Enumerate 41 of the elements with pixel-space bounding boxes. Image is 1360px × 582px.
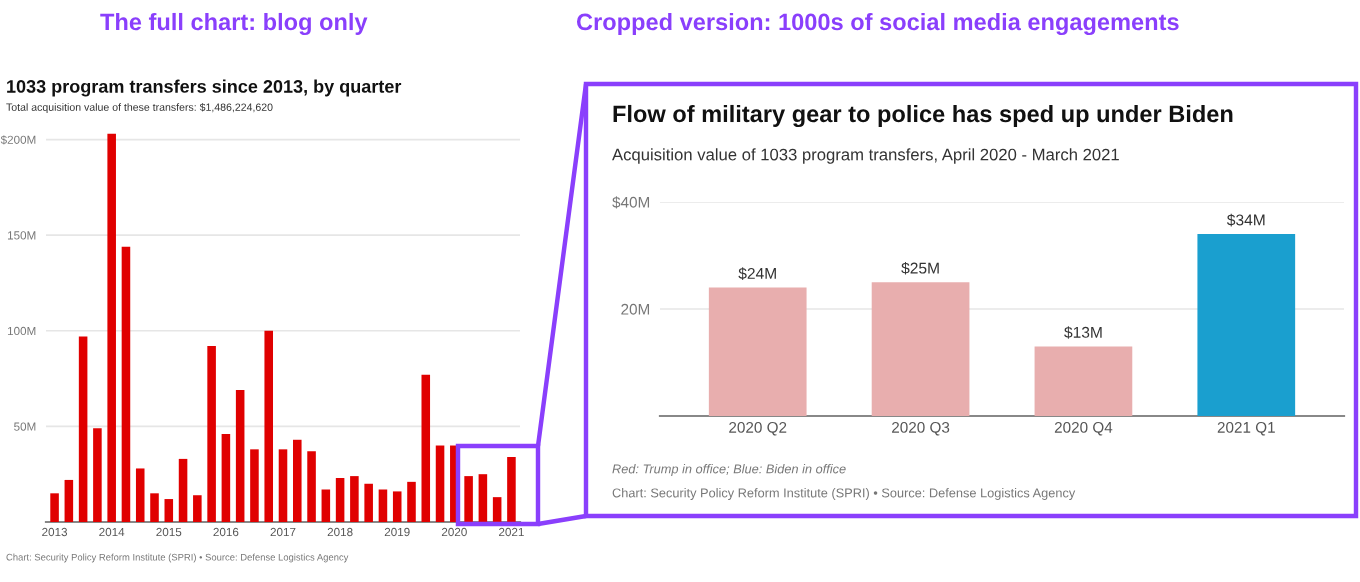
bar (364, 483, 373, 522)
bar (250, 449, 259, 522)
bar (321, 489, 331, 522)
bar (50, 493, 59, 522)
bar (78, 336, 88, 522)
bar (121, 246, 131, 522)
bar (708, 287, 807, 416)
bar (492, 497, 502, 522)
text: The full chart: blog only (100, 12, 368, 36)
chart-title: 1033 program transfers since 2013, by quarter (7, 79, 402, 97)
bar (1197, 234, 1296, 416)
bar (464, 476, 473, 522)
bar (193, 495, 202, 522)
bar (421, 374, 431, 522)
bar (871, 282, 970, 416)
bar (350, 476, 359, 522)
bar (235, 390, 245, 522)
bar (392, 491, 402, 522)
bar (478, 474, 488, 522)
bar (335, 478, 345, 522)
chart-subtitle: Acquisition value of 1033 program transfers, April 2020 - March 2021 (612, 148, 1119, 164)
bar (135, 468, 145, 522)
bar (307, 451, 316, 522)
bar (507, 456, 516, 522)
text: Cropped version: 1000s of social media engagements (576, 12, 1179, 36)
bar (221, 434, 231, 522)
bar (178, 458, 188, 522)
bar (278, 449, 288, 522)
bar (107, 133, 116, 522)
bar (64, 479, 74, 522)
bar (292, 439, 302, 522)
bar (1034, 346, 1133, 416)
bar (264, 330, 274, 522)
bar (150, 493, 159, 522)
chart-title: Flow of military gear to police has sped up under Biden (613, 104, 1233, 128)
bar (378, 489, 388, 522)
bar (164, 499, 174, 522)
bar (435, 445, 445, 522)
bar (207, 346, 216, 522)
bar (93, 428, 102, 522)
bar (407, 481, 416, 522)
